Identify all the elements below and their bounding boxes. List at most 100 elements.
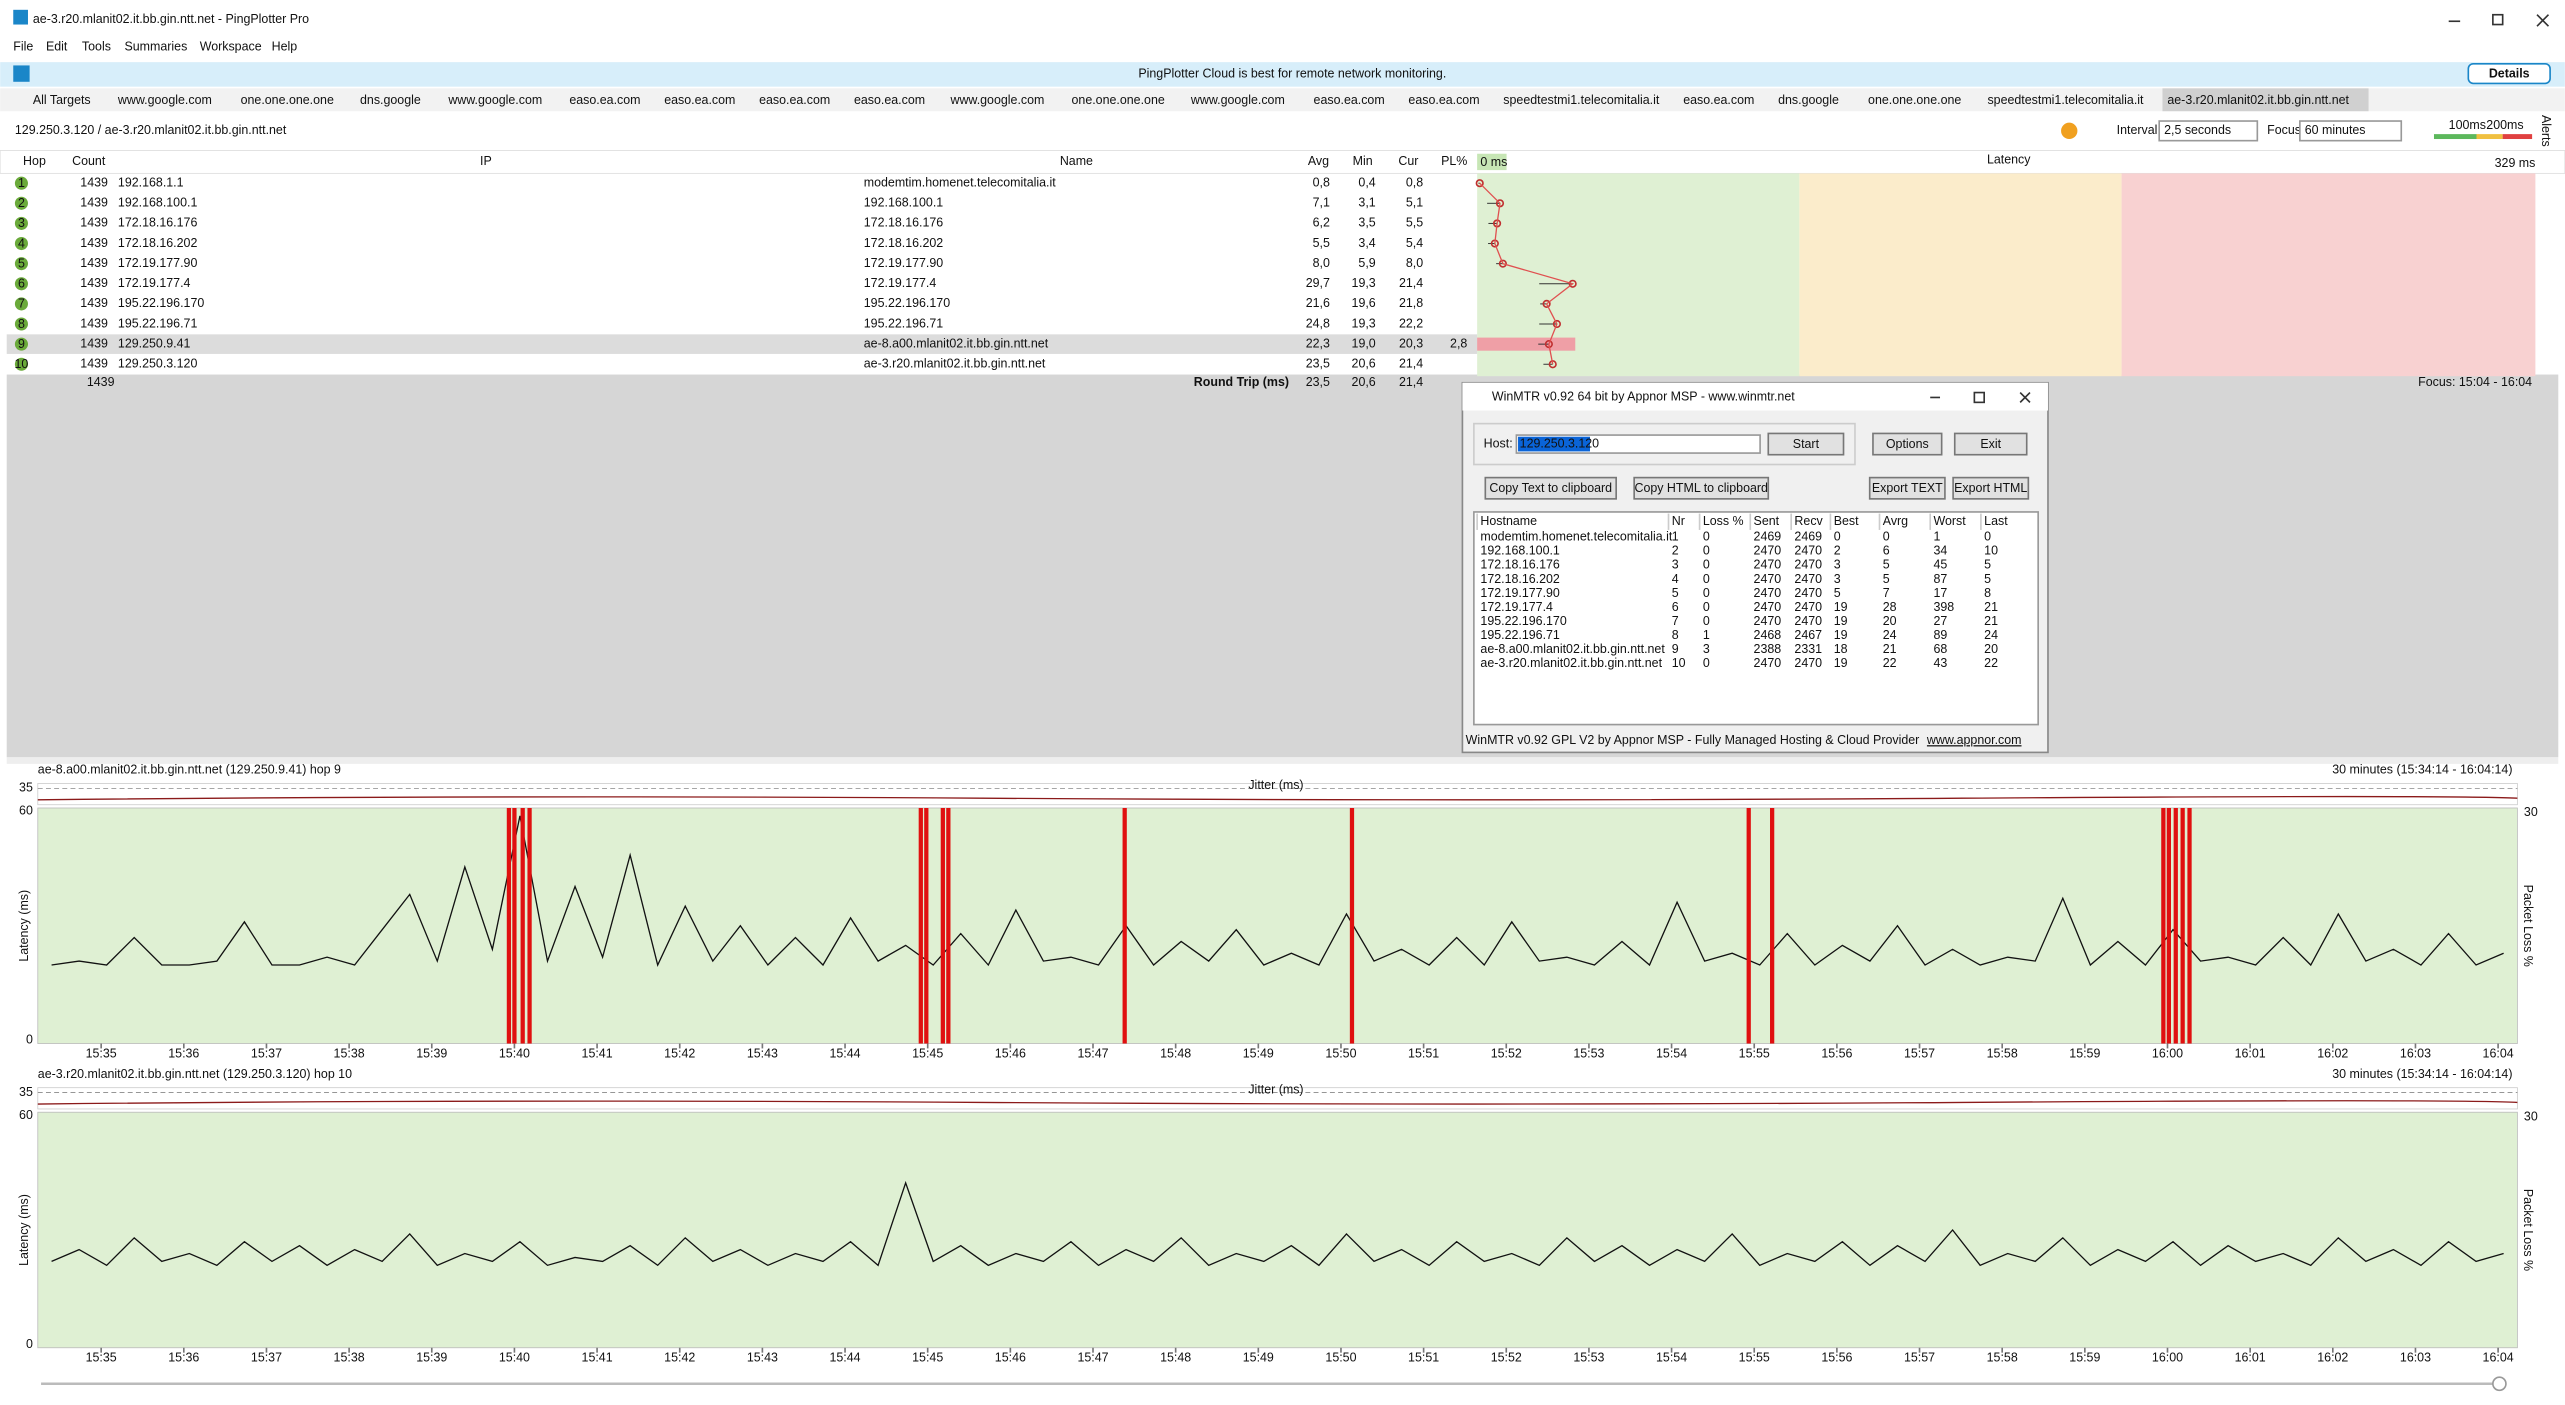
tab[interactable]: easo.ea.com <box>664 93 735 107</box>
list-cell: 5 <box>1883 572 1890 586</box>
latency-line <box>51 815 2504 967</box>
tab[interactable]: easo.ea.com <box>1408 93 1479 107</box>
dialog-link[interactable]: www.appnor.com <box>1926 733 2022 747</box>
tab[interactable]: speedtestmi1.telecomitalia.it <box>1987 93 2144 107</box>
tab[interactable]: easo.ea.com <box>1314 93 1385 107</box>
legend-red <box>2502 134 2533 140</box>
list-cell: 192.168.100.1 <box>1480 544 1560 558</box>
tab[interactable]: www.google.com <box>117 93 212 107</box>
hop-number: 2 <box>18 196 25 210</box>
list-cell: 10 <box>1672 656 1686 670</box>
list-cell: 8 <box>1672 628 1679 642</box>
dialog-button[interactable] <box>1953 432 2028 456</box>
tab[interactable]: www.google.com <box>447 93 542 107</box>
tab[interactable]: dns.google <box>360 93 421 107</box>
focus-select[interactable] <box>2299 120 2403 142</box>
tab[interactable]: speedtestmi1.telecomitalia.it <box>1503 93 1660 107</box>
tab[interactable]: easo.ea.com <box>854 93 925 107</box>
tab-all[interactable]: All Targets <box>33 93 91 107</box>
dialog-button[interactable] <box>1633 476 1770 500</box>
alerts-tab[interactable]: Alerts <box>2539 115 2553 147</box>
list-cell: 7 <box>1883 586 1890 600</box>
scroll-thumb[interactable] <box>2492 1376 2507 1392</box>
dialog-button[interactable] <box>1484 476 1617 500</box>
dialog-button[interactable] <box>1767 432 1845 456</box>
list-cell: 43 <box>1933 656 1947 670</box>
tab[interactable]: one.one.one.one <box>1072 93 1165 107</box>
dialog-button[interactable] <box>1872 432 1943 456</box>
list-header: Hostname <box>1480 514 1537 528</box>
list-cell: 21 <box>1883 642 1897 656</box>
pause-button[interactable] <box>2061 122 2078 140</box>
hop-number: 4 <box>18 236 25 250</box>
menu-item[interactable]: File <box>13 40 33 54</box>
list-cell: 3 <box>1703 642 1710 656</box>
cell: 1439 <box>80 296 108 310</box>
dlg-close[interactable] <box>2019 391 2031 403</box>
tab[interactable]: easo.ea.com <box>759 93 830 107</box>
packet-loss-marker <box>924 807 929 1044</box>
list-cell: 34 <box>1933 544 1947 558</box>
latency-min: 0 ms <box>1480 155 1507 169</box>
cell: 19,3 <box>1352 316 1376 330</box>
list-cell: 87 <box>1933 572 1947 586</box>
latency-title: Latency <box>1987 153 2031 167</box>
column-header: Hop <box>23 154 46 168</box>
zone-bad <box>2121 173 2536 377</box>
tab[interactable]: www.google.com <box>1190 93 1285 107</box>
cell: 172.19.177.90 <box>864 256 944 270</box>
tab[interactable]: ae-3.r20.mlanit02.it.bb.gin.ntt.net <box>2167 93 2349 107</box>
menu-item[interactable]: Tools <box>82 40 111 54</box>
menu-item[interactable]: Summaries <box>124 40 187 54</box>
x-tick-label: 15:57 <box>1904 1046 1935 1060</box>
cell: 24,8 <box>1306 316 1330 330</box>
cell: 1439 <box>80 316 108 330</box>
cell: 172.19.177.4 <box>864 276 937 290</box>
dialog-button-label: Exit <box>1980 437 2001 451</box>
list-cell: 0 <box>1703 614 1710 628</box>
list-cell: 24 <box>1984 628 1998 642</box>
tab[interactable]: one.one.one.one <box>241 93 334 107</box>
packet-loss-marker <box>512 807 517 1044</box>
jitter-max: 35 <box>19 781 33 795</box>
dlg-max[interactable] <box>1973 391 1985 404</box>
cell: 195.22.196.170 <box>118 296 204 310</box>
close[interactable] <box>2536 14 2550 27</box>
hop-badge <box>14 237 28 251</box>
cell: 195.22.196.170 <box>864 296 950 310</box>
cell: 172.19.177.4 <box>118 276 191 290</box>
graph-title: ae-8.a00.mlanit02.it.bb.gin.ntt.net (129… <box>38 763 341 777</box>
tab[interactable]: easo.ea.com <box>569 93 640 107</box>
maximize[interactable] <box>2492 13 2504 26</box>
latency-max: 329 ms <box>2495 156 2536 170</box>
menu-item[interactable]: Help <box>272 40 298 54</box>
dialog-button[interactable] <box>1868 476 1946 500</box>
interval-select[interactable] <box>2158 120 2259 142</box>
tab[interactable]: easo.ea.com <box>1683 93 1754 107</box>
host-label: Host: <box>1484 436 1513 450</box>
list-cell: 28 <box>1883 600 1897 614</box>
list-cell: 8 <box>1984 586 1991 600</box>
list-cell: 2470 <box>1754 586 1782 600</box>
list-cell: 3 <box>1672 558 1679 572</box>
menu-item[interactable]: Workspace <box>200 40 262 54</box>
tab[interactable]: www.google.com <box>949 93 1044 107</box>
tab[interactable]: one.one.one.one <box>1868 93 1961 107</box>
selected-row <box>6 334 1478 354</box>
packet-loss-marker <box>520 807 525 1044</box>
cell: 195.22.196.71 <box>864 316 944 330</box>
packet-loss-marker <box>946 807 951 1044</box>
packet-loss-marker <box>940 807 945 1044</box>
hop-badge <box>14 357 28 371</box>
list-header: Worst <box>1933 514 1966 528</box>
menu-item[interactable]: Edit <box>46 40 68 54</box>
cell: 1439 <box>80 276 108 290</box>
list-cell: 5 <box>1672 586 1679 600</box>
x-tick-label: 15:40 <box>499 1046 530 1060</box>
tab[interactable]: dns.google <box>1778 93 1839 107</box>
packet-loss-marker <box>1122 807 1127 1044</box>
dialog-button[interactable] <box>1952 476 2030 500</box>
details-button[interactable] <box>2467 62 2551 85</box>
x-tick-label: 16:02 <box>2317 1046 2348 1060</box>
list-cell: 6 <box>1672 600 1679 614</box>
